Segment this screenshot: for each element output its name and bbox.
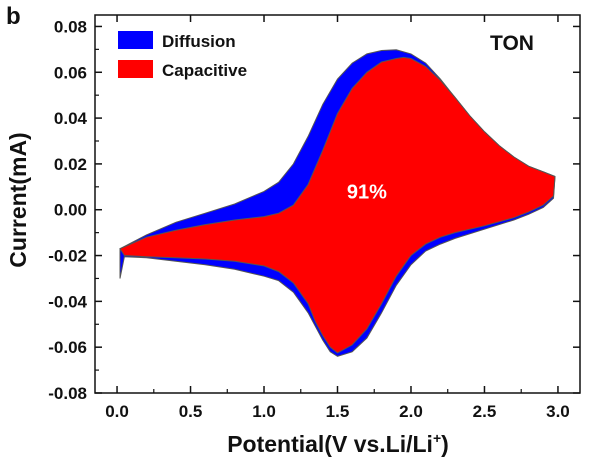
panel-label: b [6, 3, 21, 30]
legend-label-diffusion: Diffusion [162, 32, 236, 51]
x-tick-label: 0.0 [105, 402, 129, 421]
y-tick-label: 0.00 [54, 201, 87, 220]
sample-label: TON [490, 32, 534, 55]
legend-swatch-diffusion [118, 31, 153, 49]
y-tick-label: -0.06 [48, 338, 87, 357]
plot-areas [119, 49, 556, 357]
x-tick-label: 0.5 [179, 402, 203, 421]
percentage-annotation: 91% [347, 181, 387, 203]
y-tick-label: 0.06 [54, 63, 87, 82]
y-tick-label: 0.08 [54, 17, 87, 36]
x-ticks: 0.0 0.5 1.0 1.5 2.0 2.5 3.0 [105, 15, 570, 421]
y-tick-label: 0.04 [54, 109, 88, 128]
legend-label-capacitive: Capacitive [162, 61, 247, 80]
y-ticks: -0.08 -0.06 -0.04 -0.02 0.00 0.02 0.04 0.06 0.08 [48, 17, 580, 403]
x-tick-label: 2.5 [473, 402, 497, 421]
y-tick-label: -0.02 [48, 247, 87, 266]
legend-swatch-capacitive [118, 60, 153, 78]
area-capacitive [119, 56, 556, 354]
y-tick-label: -0.08 [48, 384, 87, 403]
y-tick-label: -0.04 [48, 292, 87, 311]
legend: Diffusion Capacitive [118, 31, 247, 80]
x-tick-label: 1.0 [252, 402, 276, 421]
y-axis-title: Current(mA) [5, 132, 31, 267]
x-axis-title: Potential(V vs.Li/Li+) [227, 430, 449, 457]
y-tick-label: 0.02 [54, 155, 87, 174]
x-tick-label: 2.0 [399, 402, 423, 421]
x-tick-label: 3.0 [546, 402, 570, 421]
x-tick-label: 1.5 [326, 402, 350, 421]
